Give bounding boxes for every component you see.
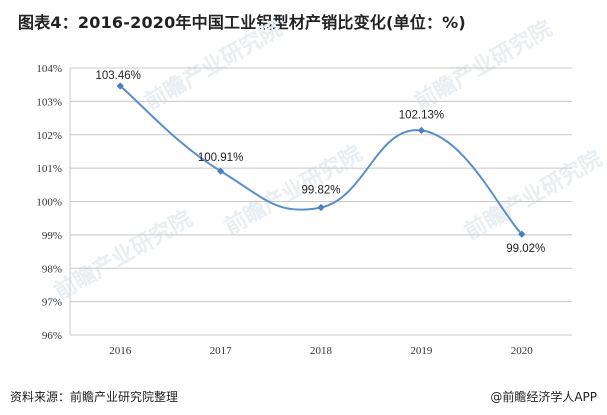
series-layer [116,82,526,238]
data-label: 100.91% [198,152,243,164]
y-tick-label: 100% [36,197,62,209]
source-note: 资料来源：前瞻产业研究院整理 [10,390,179,404]
x-tick-label: 2017 [210,345,233,357]
x-tick-label: 2020 [511,345,534,357]
data-label: 99.82% [301,185,340,197]
series-line [119,85,523,235]
data-label: 99.02% [506,243,545,255]
x-tick-label: 2018 [310,345,333,357]
y-tick-label: 103% [36,96,62,108]
x-tick-label: 2016 [109,345,132,357]
watermark-text: 前瞻产业研究院 [460,146,606,246]
y-tick-label: 97% [42,297,62,309]
chart-title: 图表4：2016-2020年中国工业铝型材产销比变化(单位：%) [18,13,466,32]
data-point-marker [518,230,526,238]
data-label: 103.46% [95,70,140,82]
data-point-marker [116,82,124,90]
gridlines [69,67,572,336]
y-tick-label: 98% [42,263,62,275]
y-tick-label: 104% [36,63,62,75]
y-axis: 96% 97% 98% 99% 100% 101% 102% 103% 104% [36,63,62,342]
y-tick-label: 99% [42,230,62,242]
data-label: 102.13% [399,109,444,121]
x-tick-label: 2019 [410,345,433,357]
data-point-marker [217,167,225,175]
y-tick-label: 102% [36,130,62,142]
y-tick-label: 101% [36,163,62,175]
watermark-text: 前瞻产业研究院 [140,16,286,116]
data-point-marker [317,203,325,212]
data-point-marker [417,126,425,135]
data-labels: 103.46% 100.91% 99.82% 102.13% 99.02% [95,70,545,255]
watermark-text: 前瞻产业研究院 [50,206,196,306]
x-axis: 2016 2017 2018 2019 2020 [109,345,533,357]
watermark-text: 前瞻产业研究院 [410,16,556,116]
y-tick-label: 96% [42,330,62,342]
brand-credit: @前瞻经济学人APP [490,390,597,404]
